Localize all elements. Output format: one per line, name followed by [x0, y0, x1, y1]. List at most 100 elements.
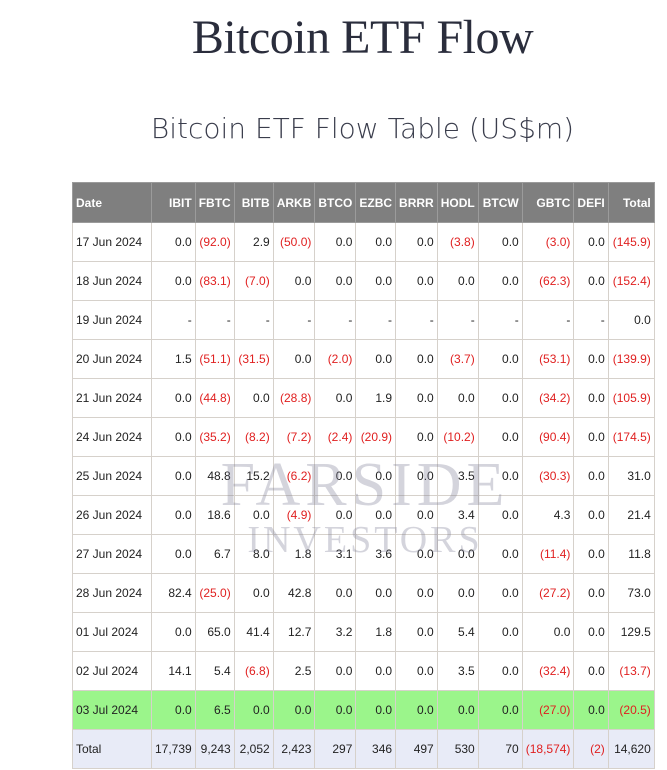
cell-fbtc: 18.6 — [194, 495, 235, 535]
cell-arkb: 42.8 — [272, 573, 316, 613]
cell-defi: 0.0 — [573, 417, 609, 457]
cell-arkb: 0.0 — [272, 690, 316, 730]
cell-btco: (2.4) — [314, 417, 357, 457]
row-label-cell: 21 Jun 2024 — [72, 378, 152, 418]
cell-btco: 0.0 — [314, 690, 357, 730]
cell-ibit: 17,739 — [151, 729, 196, 769]
column-header-total: Total — [607, 182, 655, 223]
cell-defi: 0.0 — [573, 612, 609, 652]
column-header-btcw: BTCW — [477, 182, 523, 223]
cell-gbtc: 4.3 — [521, 495, 575, 535]
column-header-arkb: ARKB — [272, 182, 316, 223]
cell-gbtc: (32.4) — [521, 651, 575, 691]
cell-arkb: 0.0 — [272, 339, 316, 379]
cell-arkb: (28.8) — [272, 378, 316, 418]
cell-hodl: 5.4 — [436, 612, 479, 652]
cell-btcw: 70 — [477, 729, 523, 769]
cell-bitb: 0.0 — [233, 495, 274, 535]
column-header-gbtc: GBTC — [521, 182, 575, 223]
cell-ibit: 0.0 — [151, 495, 196, 535]
cell-ibit: 0.0 — [151, 534, 196, 574]
cell-brrr: 0.0 — [395, 690, 438, 730]
row-label-cell: 17 Jun 2024 — [72, 222, 152, 262]
cell-total: 0.0 — [607, 300, 655, 340]
cell-bitb: 2,052 — [233, 729, 274, 769]
cell-ezbc: 3.6 — [355, 534, 397, 574]
cell-btcw: 0.0 — [477, 417, 523, 457]
row-label-cell: 26 Jun 2024 — [72, 495, 152, 535]
cell-arkb: (7.2) — [272, 417, 316, 457]
cell-hodl: 3.4 — [436, 495, 479, 535]
cell-ezbc: 1.9 — [355, 378, 397, 418]
cell-brrr: 0.0 — [395, 612, 438, 652]
cell-arkb: 0.0 — [272, 261, 316, 301]
cell-total: 73.0 — [607, 573, 655, 613]
table-title: Bitcoin ETF Flow Table (US$m) — [150, 112, 575, 145]
cell-gbtc: (27.0) — [521, 690, 575, 730]
cell-bitb: 8.0 — [233, 534, 274, 574]
cell-btcw: 0.0 — [477, 573, 523, 613]
cell-bitb: 0.0 — [233, 573, 274, 613]
cell-defi: 0.0 — [573, 339, 609, 379]
cell-total: (152.4) — [607, 261, 655, 301]
cell-defi: 0.0 — [573, 651, 609, 691]
cell-arkb: (6.2) — [272, 456, 316, 496]
cell-fbtc: - — [194, 300, 235, 340]
cell-arkb: (50.0) — [272, 222, 316, 262]
cell-ibit: 0.0 — [151, 690, 196, 730]
cell-btco: 3.1 — [314, 534, 357, 574]
cell-bitb: 41.4 — [233, 612, 274, 652]
table-body: 17 Jun 2024 0.0 (92.0) 2.9 (50.0) 0.0 0.0 0.0 (3… — [72, 222, 655, 769]
cell-btco: - — [314, 300, 357, 340]
cell-fbtc: (44.8) — [194, 378, 235, 418]
cell-btco: 0.0 — [314, 495, 357, 535]
row-label-cell: 03 Jul 2024 — [72, 690, 152, 730]
cell-arkb: 2,423 — [272, 729, 316, 769]
cell-btcw: 0.0 — [477, 339, 523, 379]
cell-defi: 0.0 — [573, 456, 609, 496]
cell-fbtc: (25.0) — [194, 573, 235, 613]
cell-total: 129.5 — [607, 612, 655, 652]
cell-ibit: - — [151, 300, 196, 340]
cell-defi: 0.0 — [573, 222, 609, 262]
cell-defi: 0.0 — [573, 378, 609, 418]
cell-hodl: 0.0 — [436, 690, 479, 730]
cell-gbtc: (18,574) — [521, 729, 575, 769]
row-label-cell: 01 Jul 2024 — [72, 612, 152, 652]
cell-ezbc: 0.0 — [355, 573, 397, 613]
cell-fbtc: 65.0 — [194, 612, 235, 652]
cell-gbtc: (30.3) — [521, 456, 575, 496]
cell-btcw: 0.0 — [477, 495, 523, 535]
cell-ibit: 0.0 — [151, 456, 196, 496]
cell-ibit: 14.1 — [151, 651, 196, 691]
column-header-ezbc: EZBC — [355, 182, 397, 223]
cell-btco: 0.0 — [314, 573, 357, 613]
cell-arkb: 1.8 — [272, 534, 316, 574]
column-header-btco: BTCO — [314, 182, 357, 223]
cell-bitb: (7.0) — [233, 261, 274, 301]
cell-defi: 0.0 — [573, 261, 609, 301]
cell-brrr: 497 — [395, 729, 438, 769]
column-header-bitb: BITB — [233, 182, 274, 223]
cell-ibit: 1.5 — [151, 339, 196, 379]
cell-hodl: - — [436, 300, 479, 340]
row-label-cell: 18 Jun 2024 — [72, 261, 152, 301]
cell-fbtc: 48.8 — [194, 456, 235, 496]
table-row: 26 Jun 2024 0.0 18.6 0.0 (4.9) 0.0 0.0 0.0 3.4 0.… — [72, 495, 655, 535]
table-row: 03 Jul 2024 0.0 6.5 0.0 0.0 0.0 0.0 0.0 0.0 0.0 (2… — [72, 690, 655, 730]
cell-ezbc: 0.0 — [355, 690, 397, 730]
cell-bitb: 0.0 — [233, 690, 274, 730]
cell-gbtc: (90.4) — [521, 417, 575, 457]
cell-total: 11.8 — [607, 534, 655, 574]
cell-brrr: 0.0 — [395, 339, 438, 379]
cell-hodl: 3.5 — [436, 456, 479, 496]
cell-ezbc: 1.8 — [355, 612, 397, 652]
cell-ezbc: - — [355, 300, 397, 340]
cell-total: (174.5) — [607, 417, 655, 457]
table-row: 21 Jun 2024 0.0 (44.8) 0.0 (28.8) 0.0 1.9 0.0 0.… — [72, 378, 655, 418]
cell-fbtc: (35.2) — [194, 417, 235, 457]
cell-gbtc: (53.1) — [521, 339, 575, 379]
column-header-date: Date — [72, 182, 152, 223]
cell-brrr: 0.0 — [395, 573, 438, 613]
cell-arkb: 2.5 — [272, 651, 316, 691]
